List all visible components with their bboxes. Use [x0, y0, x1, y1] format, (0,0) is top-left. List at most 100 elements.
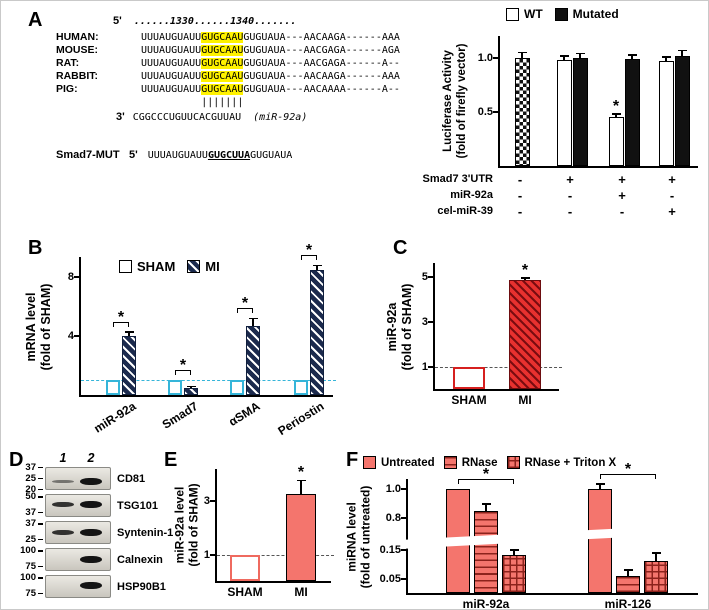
legend-label-untreated: Untreated — [381, 456, 435, 469]
error-bar-cap — [677, 49, 687, 52]
sham-swatch-icon — [119, 260, 132, 273]
panel-f-plot: 0.05 0.15 0.8 1.0 miR-92a miR-126 * * — [380, 461, 700, 609]
panel-c-plot: 1 3 5 SHAM * MI — [422, 261, 562, 407]
luciferase-y-axis-label: Luciferase Activity (fold of firefly vect… — [442, 43, 468, 159]
lane-label: 1 — [59, 451, 67, 465]
three-prime-label: 3' — [116, 111, 125, 123]
condition-symbol: - — [517, 172, 523, 187]
x-category-label: SHAM — [451, 393, 487, 407]
significance-bracket — [600, 473, 656, 479]
wt-swatch-icon — [506, 7, 519, 21]
protein-band — [80, 477, 102, 485]
legend-item-mi: MI — [187, 259, 220, 274]
panel-b-y-axis-label: mRNA level (fold of SHAM) — [24, 283, 53, 371]
significance-star: * — [117, 308, 125, 326]
seed-highlight: GUGCAAU — [201, 58, 244, 69]
error-bar — [563, 55, 565, 60]
marker-tick — [38, 577, 43, 579]
bar — [624, 58, 640, 166]
bar — [230, 554, 260, 581]
condition-symbol: + — [566, 172, 574, 187]
mutant-name: Smad7-MUT — [56, 149, 120, 161]
alignment-row: HUMAN: UUUAUGUAUUGUGCAAUGUGUAUA---AACAAGA… — [56, 31, 400, 43]
bar — [310, 269, 324, 395]
legend-item-wt: WT — [506, 7, 543, 21]
condition-symbol: - — [517, 188, 523, 203]
marker-tick — [38, 550, 43, 552]
protein-band — [80, 500, 102, 508]
error-bar-cap — [517, 51, 527, 54]
sequence-prefix: UUUAUGUAUU — [141, 58, 202, 69]
mirna-row: 3' CGGCCCUGUUCACGUUAU (miR-92a) — [116, 111, 307, 123]
seed-highlight: GUGCAAU — [201, 32, 244, 43]
mutant-sequence: UUUAUGUAUUGUGCUUAGUGUAUA — [147, 150, 293, 161]
error-bar — [485, 503, 487, 511]
y-tick — [428, 275, 435, 278]
sequence-suffix: GUGUAUA---AACGAGA------AGA — [243, 45, 400, 56]
y-tick-label: 1 — [421, 360, 428, 373]
y-tick — [210, 553, 217, 556]
y-tick-label: 0.8 — [385, 511, 401, 524]
error-bar-cap — [575, 52, 585, 55]
sequence: UUUAUGUAUUGUGCAAUGUGUAUA---AACAAAA------… — [141, 84, 400, 95]
mirna-name: (miR-92a) — [241, 112, 308, 123]
significance-bracket — [113, 321, 129, 327]
bar — [184, 387, 198, 395]
error-bar — [128, 331, 130, 337]
y-tick — [428, 320, 435, 323]
species-name: RABBIT: — [56, 70, 98, 82]
error-bar — [615, 114, 617, 118]
condition-label: Smad7 3'UTR — [422, 173, 493, 185]
protein-label: CD81 — [117, 472, 146, 485]
sequence-suffix: GUGUAUA---AACAAGA------AAA — [243, 71, 400, 82]
significance-star: * — [521, 261, 529, 279]
error-bar — [252, 318, 254, 326]
mutated-swatch-icon — [554, 7, 568, 21]
marker-tick — [38, 592, 43, 595]
panel-b-legend: SHAM MI — [119, 259, 220, 274]
error-bar-cap — [559, 55, 569, 57]
y-tick — [74, 276, 81, 279]
protein-label: TSG101 — [117, 499, 158, 512]
error-bar — [513, 549, 515, 556]
legend-label-mi: MI — [205, 259, 220, 274]
protein-band — [80, 529, 102, 536]
error-bar — [655, 552, 657, 562]
molecular-weight-marker: 37 — [25, 461, 36, 473]
error-bar-cap — [248, 317, 258, 320]
panel-c-y-axis-label: miR-92a (fold of SHAM) — [385, 283, 414, 371]
significance-star: * — [305, 242, 313, 260]
y-tick — [74, 335, 81, 338]
molecular-weight-marker: 100 — [20, 572, 36, 584]
protein-band — [80, 555, 102, 563]
sequence-suffix: GUGUAUA---AACAAAA------A-- — [243, 84, 400, 95]
blot-tsg101 — [45, 494, 111, 517]
panel-e-y-axis-label: miR-92a level (fold of SHAM) — [172, 483, 201, 567]
condition-matrix: Smad7 3'UTR - + + + miR-92a - - + - cel-miR-39- - - + — [361, 172, 706, 225]
condition-symbol: - — [669, 188, 675, 203]
y-tick-label: 5 — [421, 270, 428, 283]
protein-band — [80, 581, 102, 589]
panel-f-legend: Untreated RNase RNase + Triton X — [363, 456, 616, 469]
error-bar-cap — [481, 503, 491, 505]
reference-line — [81, 380, 336, 382]
error-bar — [681, 50, 683, 56]
bar — [608, 117, 624, 166]
sequence-prefix: UUUAUGUAUU — [141, 71, 202, 82]
bar — [286, 493, 316, 581]
marker-tick — [38, 466, 43, 469]
condition-symbol: - — [567, 204, 573, 219]
species-name: HUMAN: — [56, 31, 99, 43]
molecular-weight-marker: 100 — [20, 545, 36, 557]
luciferase-legend: WT Mutated — [506, 7, 619, 21]
protein-label: HSP90B1 — [117, 580, 166, 593]
marker-tick — [38, 477, 43, 480]
alignment-row: RAT: UUUAUGUAUUGUGCAAUGUGUAUA---AACGAGA--… — [56, 57, 400, 69]
x-category-label: Periostin — [275, 399, 327, 439]
five-prime-label: 5' — [129, 149, 138, 161]
panel-b-plot: 4 8 miR-92a Smad7 αSMA Periostin * * * * — [68, 243, 336, 438]
bar — [474, 510, 498, 593]
bar — [502, 555, 526, 593]
panel-e-label: E — [164, 449, 178, 471]
marker-tick — [38, 565, 43, 568]
